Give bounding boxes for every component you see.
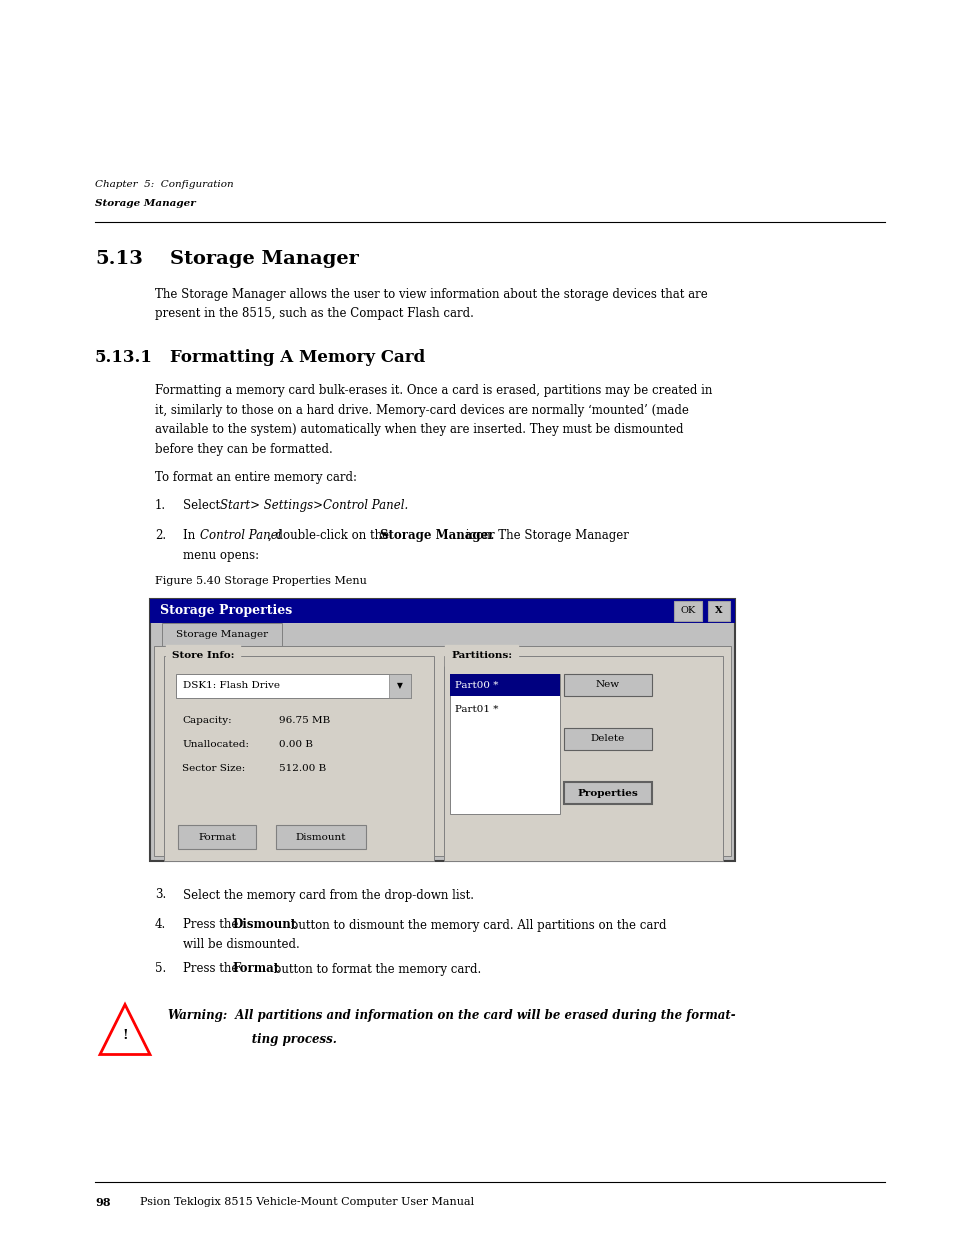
Text: In: In (183, 529, 199, 542)
Text: 5.: 5. (154, 962, 166, 976)
Text: Psion Teklogix 8515 Vehicle-Mount Computer User Manual: Psion Teklogix 8515 Vehicle-Mount Comput… (140, 1197, 474, 1207)
Text: X: X (715, 606, 722, 615)
Text: 1.: 1. (154, 499, 166, 513)
Bar (673, 600, 701, 621)
Text: New: New (596, 680, 619, 689)
Text: 96.75 MB: 96.75 MB (278, 716, 330, 725)
Text: DSK1: Flash Drive: DSK1: Flash Drive (183, 682, 280, 690)
Text: Capacity:: Capacity: (182, 716, 232, 725)
Text: Control Panel: Control Panel (199, 529, 281, 542)
FancyBboxPatch shape (162, 622, 282, 646)
Text: 5.13: 5.13 (95, 249, 143, 268)
Text: Select the memory card from the drop-down list.: Select the memory card from the drop-dow… (183, 888, 474, 902)
Text: 3.: 3. (154, 888, 166, 902)
Text: Store Info:: Store Info: (172, 651, 234, 659)
Text: it, similarly to those on a hard drive. Memory-card devices are normally ‘mounte: it, similarly to those on a hard drive. … (154, 404, 688, 417)
Text: Properties: Properties (577, 788, 638, 798)
Text: ting process.: ting process. (227, 1032, 336, 1046)
Text: 98: 98 (95, 1197, 111, 1208)
Bar (153, 646, 730, 856)
Text: Warning:: Warning: (167, 1009, 227, 1021)
Text: 5.13.1: 5.13.1 (95, 350, 152, 367)
Text: Part00 *: Part00 * (455, 680, 497, 689)
Text: 4.: 4. (154, 919, 166, 931)
Bar (450, 674, 559, 814)
Text: Format: Format (232, 962, 279, 976)
Text: Chapter  5:  Configuration: Chapter 5: Configuration (95, 180, 233, 189)
Bar (450, 674, 559, 697)
Text: Press the: Press the (183, 962, 242, 976)
Text: OK: OK (679, 606, 695, 615)
Text: Unallocated:: Unallocated: (182, 740, 249, 748)
Bar (563, 727, 651, 750)
Text: will be dismounted.: will be dismounted. (183, 939, 299, 951)
Text: menu opens:: menu opens: (183, 548, 259, 562)
Bar (164, 656, 434, 861)
Bar (443, 656, 722, 861)
Text: available to the system) automatically when they are inserted. They must be dism: available to the system) automatically w… (154, 424, 682, 436)
Bar (563, 674, 651, 697)
Text: Start> Settings>Control Panel.: Start> Settings>Control Panel. (220, 499, 408, 513)
Bar (389, 674, 411, 698)
Text: Dismount: Dismount (232, 919, 295, 931)
Text: Storage Properties: Storage Properties (160, 604, 292, 618)
Text: Format: Format (198, 832, 235, 841)
Text: present in the 8515, such as the Compact Flash card.: present in the 8515, such as the Compact… (154, 308, 474, 321)
Bar (563, 782, 651, 804)
FancyBboxPatch shape (150, 599, 734, 861)
Text: Dismount: Dismount (295, 832, 346, 841)
Text: 512.00 B: 512.00 B (278, 764, 326, 773)
Text: Storage Manager: Storage Manager (95, 200, 195, 209)
Text: Part01 *: Part01 * (455, 705, 497, 715)
Text: Formatting A Memory Card: Formatting A Memory Card (170, 350, 425, 367)
Bar (150, 599, 734, 622)
Text: Storage Manager: Storage Manager (175, 630, 268, 638)
Polygon shape (100, 1004, 150, 1055)
Text: !: ! (122, 1029, 128, 1042)
Text: before they can be formatted.: before they can be formatted. (154, 443, 333, 456)
Text: 2.: 2. (154, 529, 166, 542)
Text: Formatting a memory card bulk-erases it. Once a card is erased, partitions may b: Formatting a memory card bulk-erases it.… (154, 384, 712, 398)
Text: Press the: Press the (183, 919, 242, 931)
Text: Delete: Delete (590, 735, 624, 743)
Text: All partitions and information on the card will be erased during the format-: All partitions and information on the ca… (227, 1009, 735, 1021)
Bar (178, 825, 255, 848)
Text: The Storage Manager allows the user to view information about the storage device: The Storage Manager allows the user to v… (154, 288, 707, 301)
Bar (275, 825, 366, 848)
Bar (175, 674, 411, 698)
Text: To format an entire memory card:: To format an entire memory card: (154, 471, 356, 484)
Bar (707, 600, 729, 621)
Text: Storage Manager: Storage Manager (380, 529, 495, 542)
Text: Figure 5.40 Storage Properties Menu: Figure 5.40 Storage Properties Menu (154, 577, 367, 587)
Text: Sector Size:: Sector Size: (182, 764, 245, 773)
Text: Storage Manager: Storage Manager (170, 249, 358, 268)
Text: Select: Select (183, 499, 224, 513)
Text: button to dismount the memory card. All partitions on the card: button to dismount the memory card. All … (287, 919, 666, 931)
Text: Partitions:: Partitions: (451, 651, 512, 659)
Text: icon. The Storage Manager: icon. The Storage Manager (462, 529, 629, 542)
Text: ▼: ▼ (396, 682, 402, 690)
Text: 0.00 B: 0.00 B (278, 740, 313, 748)
Text: button to format the memory card.: button to format the memory card. (270, 962, 480, 976)
Text: , double-click on the: , double-click on the (268, 529, 393, 542)
